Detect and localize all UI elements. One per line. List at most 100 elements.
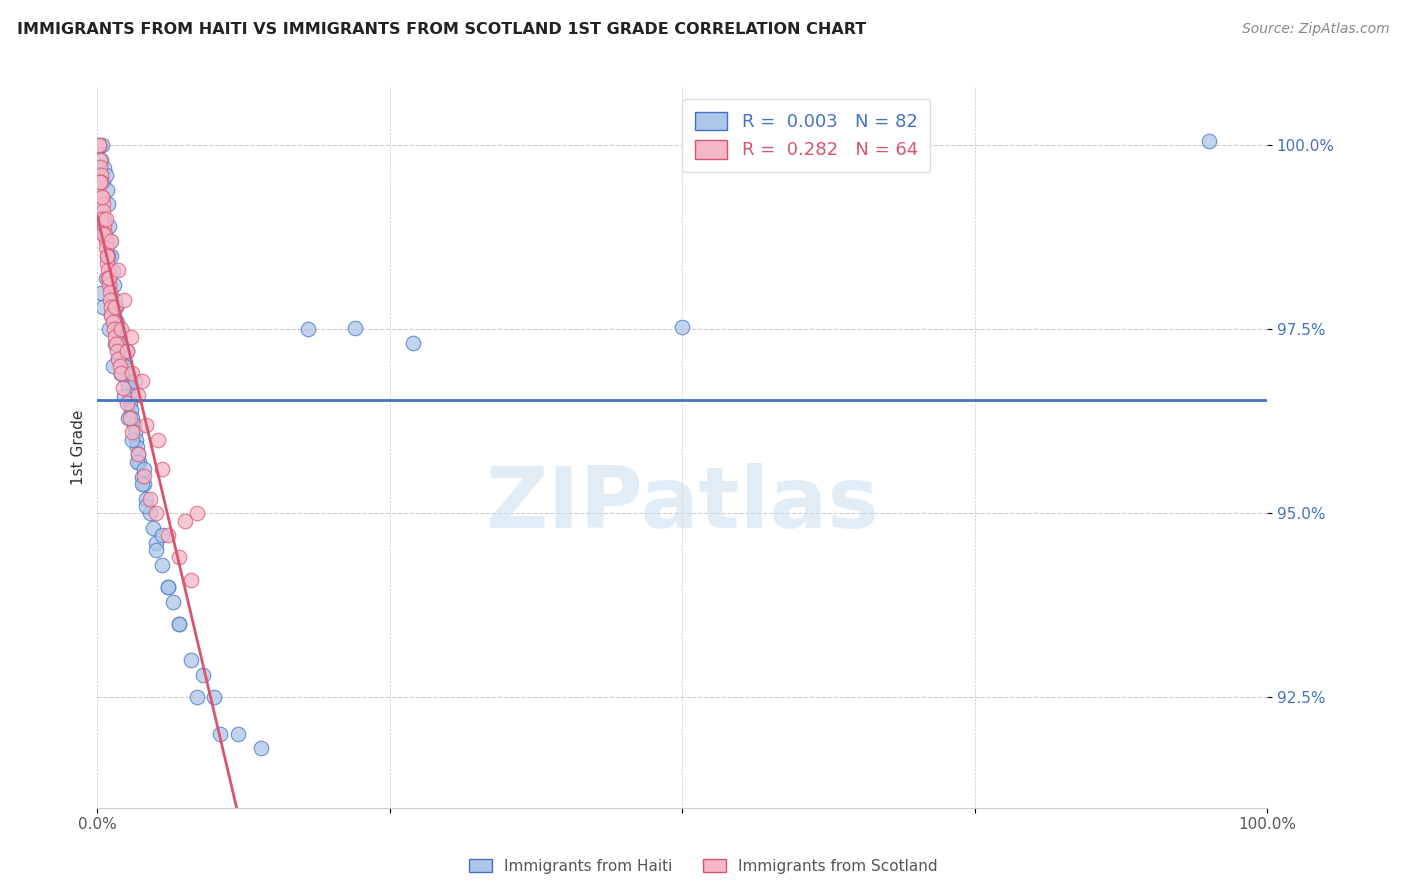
Point	[110, 367, 132, 381]
Point	[89, 161, 111, 175]
Point	[93, 161, 115, 175]
Point	[186, 506, 208, 520]
Point	[91, 138, 114, 153]
Point	[115, 396, 138, 410]
Point	[121, 433, 143, 447]
Point	[98, 293, 121, 307]
Point	[90, 168, 112, 182]
Point	[180, 573, 202, 587]
Point	[112, 381, 135, 395]
Point	[94, 234, 117, 248]
Point	[115, 374, 138, 388]
Legend: R =  0.003   N = 82, R =  0.282   N = 64: R = 0.003 N = 82, R = 0.282 N = 64	[682, 99, 931, 172]
Point	[105, 301, 128, 315]
Point	[98, 270, 121, 285]
Point	[93, 227, 115, 241]
Point	[98, 278, 121, 293]
Point	[156, 528, 179, 542]
Point	[104, 337, 127, 351]
Point	[94, 241, 117, 255]
Point	[150, 462, 173, 476]
Point	[90, 285, 112, 300]
Point	[93, 219, 115, 234]
Point	[90, 211, 112, 226]
Point	[180, 653, 202, 667]
Point	[127, 440, 149, 454]
Point	[134, 462, 156, 476]
Point	[110, 322, 132, 336]
Point	[139, 506, 162, 520]
Point	[209, 727, 232, 741]
Point	[226, 727, 249, 741]
Point	[105, 337, 128, 351]
Point	[91, 301, 114, 315]
Point	[97, 263, 120, 277]
Text: ZIPatlas: ZIPatlas	[485, 463, 879, 546]
Point	[120, 396, 142, 410]
Point	[146, 433, 169, 447]
Point	[167, 550, 190, 565]
Point	[297, 321, 319, 335]
Point	[91, 175, 114, 189]
Point	[162, 594, 184, 608]
Point	[127, 455, 149, 469]
Point	[94, 227, 117, 241]
Point	[97, 270, 120, 285]
Point	[135, 491, 157, 506]
Point	[96, 249, 118, 263]
Point	[103, 322, 125, 336]
Point	[134, 476, 156, 491]
Point	[93, 211, 115, 226]
Point	[135, 417, 157, 432]
Point	[96, 256, 118, 270]
Point	[402, 335, 425, 350]
Text: Source: ZipAtlas.com: Source: ZipAtlas.com	[1241, 22, 1389, 37]
Point	[120, 410, 142, 425]
Point	[91, 190, 114, 204]
Point	[105, 315, 128, 329]
Point	[100, 300, 122, 314]
Point	[343, 321, 366, 335]
Point	[131, 374, 153, 388]
Point	[98, 285, 121, 300]
Point	[150, 558, 173, 572]
Point	[114, 367, 136, 381]
Point	[118, 389, 141, 403]
Point	[191, 668, 214, 682]
Point	[91, 204, 114, 219]
Point	[100, 308, 122, 322]
Point	[104, 293, 127, 307]
Point	[120, 329, 142, 343]
Point	[112, 293, 135, 307]
Point	[100, 234, 122, 248]
Point	[131, 477, 153, 491]
Point	[1198, 134, 1220, 148]
Point	[101, 263, 124, 277]
Point	[112, 359, 135, 374]
Point	[90, 175, 112, 189]
Point	[91, 227, 114, 241]
Point	[105, 344, 128, 359]
Point	[121, 425, 143, 440]
Point	[145, 535, 167, 549]
Point	[108, 330, 131, 344]
Point	[122, 418, 145, 433]
Point	[135, 499, 157, 513]
Point	[124, 374, 146, 388]
Point	[167, 616, 190, 631]
Point	[100, 249, 122, 263]
Point	[87, 138, 110, 153]
Point	[127, 388, 149, 402]
Point	[145, 506, 167, 520]
Point	[111, 344, 134, 359]
Point	[97, 197, 120, 211]
Y-axis label: 1st Grade: 1st Grade	[72, 409, 86, 484]
Point	[108, 359, 131, 373]
Point	[121, 410, 143, 425]
Point	[89, 175, 111, 189]
Point	[671, 320, 693, 334]
Point	[91, 190, 114, 204]
Point	[117, 381, 139, 395]
Point	[94, 168, 117, 182]
Point	[98, 219, 121, 234]
